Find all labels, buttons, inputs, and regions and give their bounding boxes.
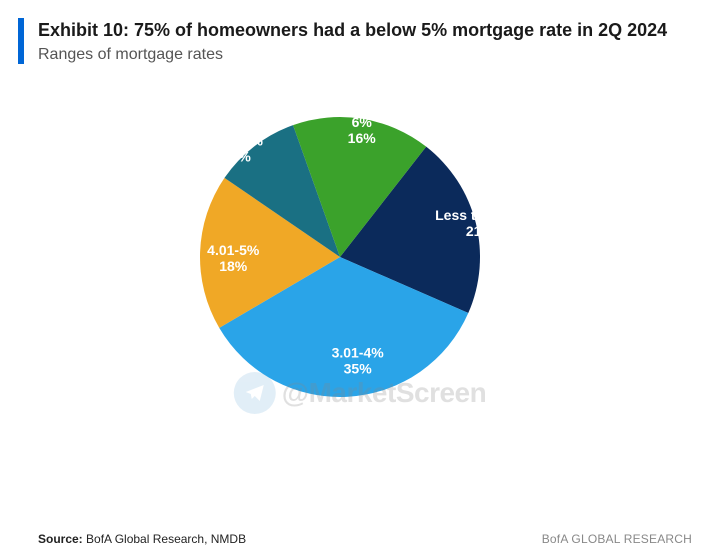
chart-title: Exhibit 10: 75% of homeowners had a belo… — [38, 18, 692, 42]
source-text: BofA Global Research, NMDB — [83, 532, 246, 546]
brand-text: BofA GLOBAL RESEARCH — [542, 532, 692, 546]
pie-chart: Less than 3%21%3.01-4%35%4.01-5%18%5.01-… — [140, 77, 580, 437]
chart-subtitle: Ranges of mortgage rates — [38, 46, 692, 64]
chart-header: Exhibit 10: 75% of homeowners had a belo… — [0, 0, 720, 72]
source-prefix: Source: — [38, 532, 83, 546]
source-line: Source: BofA Global Research, NMDB — [38, 532, 246, 546]
chart-footer: Source: BofA Global Research, NMDB BofA … — [0, 532, 720, 546]
title-block: Exhibit 10: 75% of homeowners had a belo… — [38, 18, 692, 64]
chart-area: Less than 3%21%3.01-4%35%4.01-5%18%5.01-… — [0, 72, 720, 442]
accent-bar — [18, 18, 24, 64]
